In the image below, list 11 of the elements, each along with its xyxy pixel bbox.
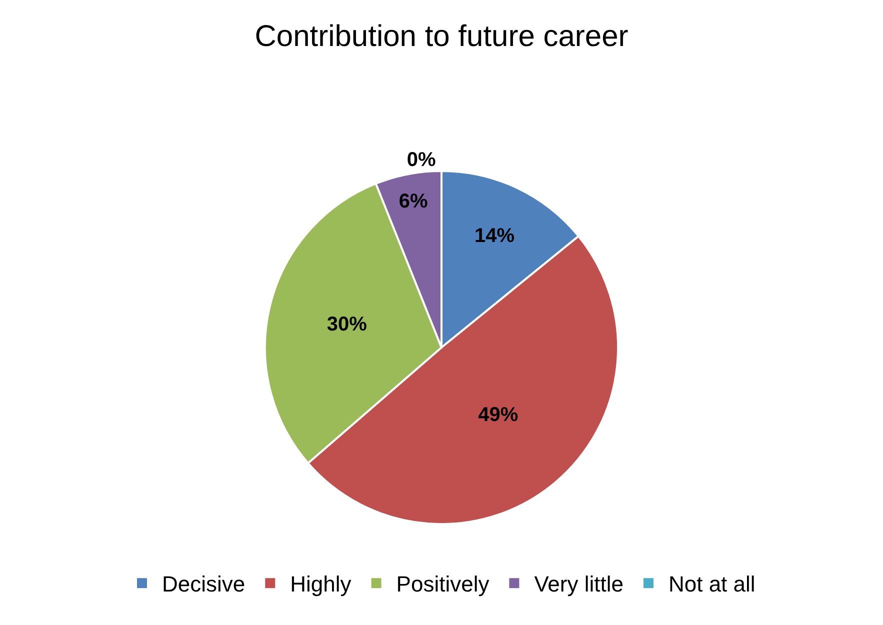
data-label: 30% (326, 314, 368, 336)
legend-label: Highly (290, 572, 352, 597)
data-label: 14% (474, 225, 515, 248)
legend-label: Not at all (668, 572, 756, 597)
data-label: 6% (398, 190, 428, 213)
text: 0% (406, 148, 436, 171)
chart-title: Contribution to future career (254, 20, 628, 53)
data-label: 49% (478, 404, 518, 426)
legend-label: Very little (534, 572, 624, 597)
legend-label: Positively (396, 572, 490, 597)
legend-label: Decisive (162, 572, 246, 597)
